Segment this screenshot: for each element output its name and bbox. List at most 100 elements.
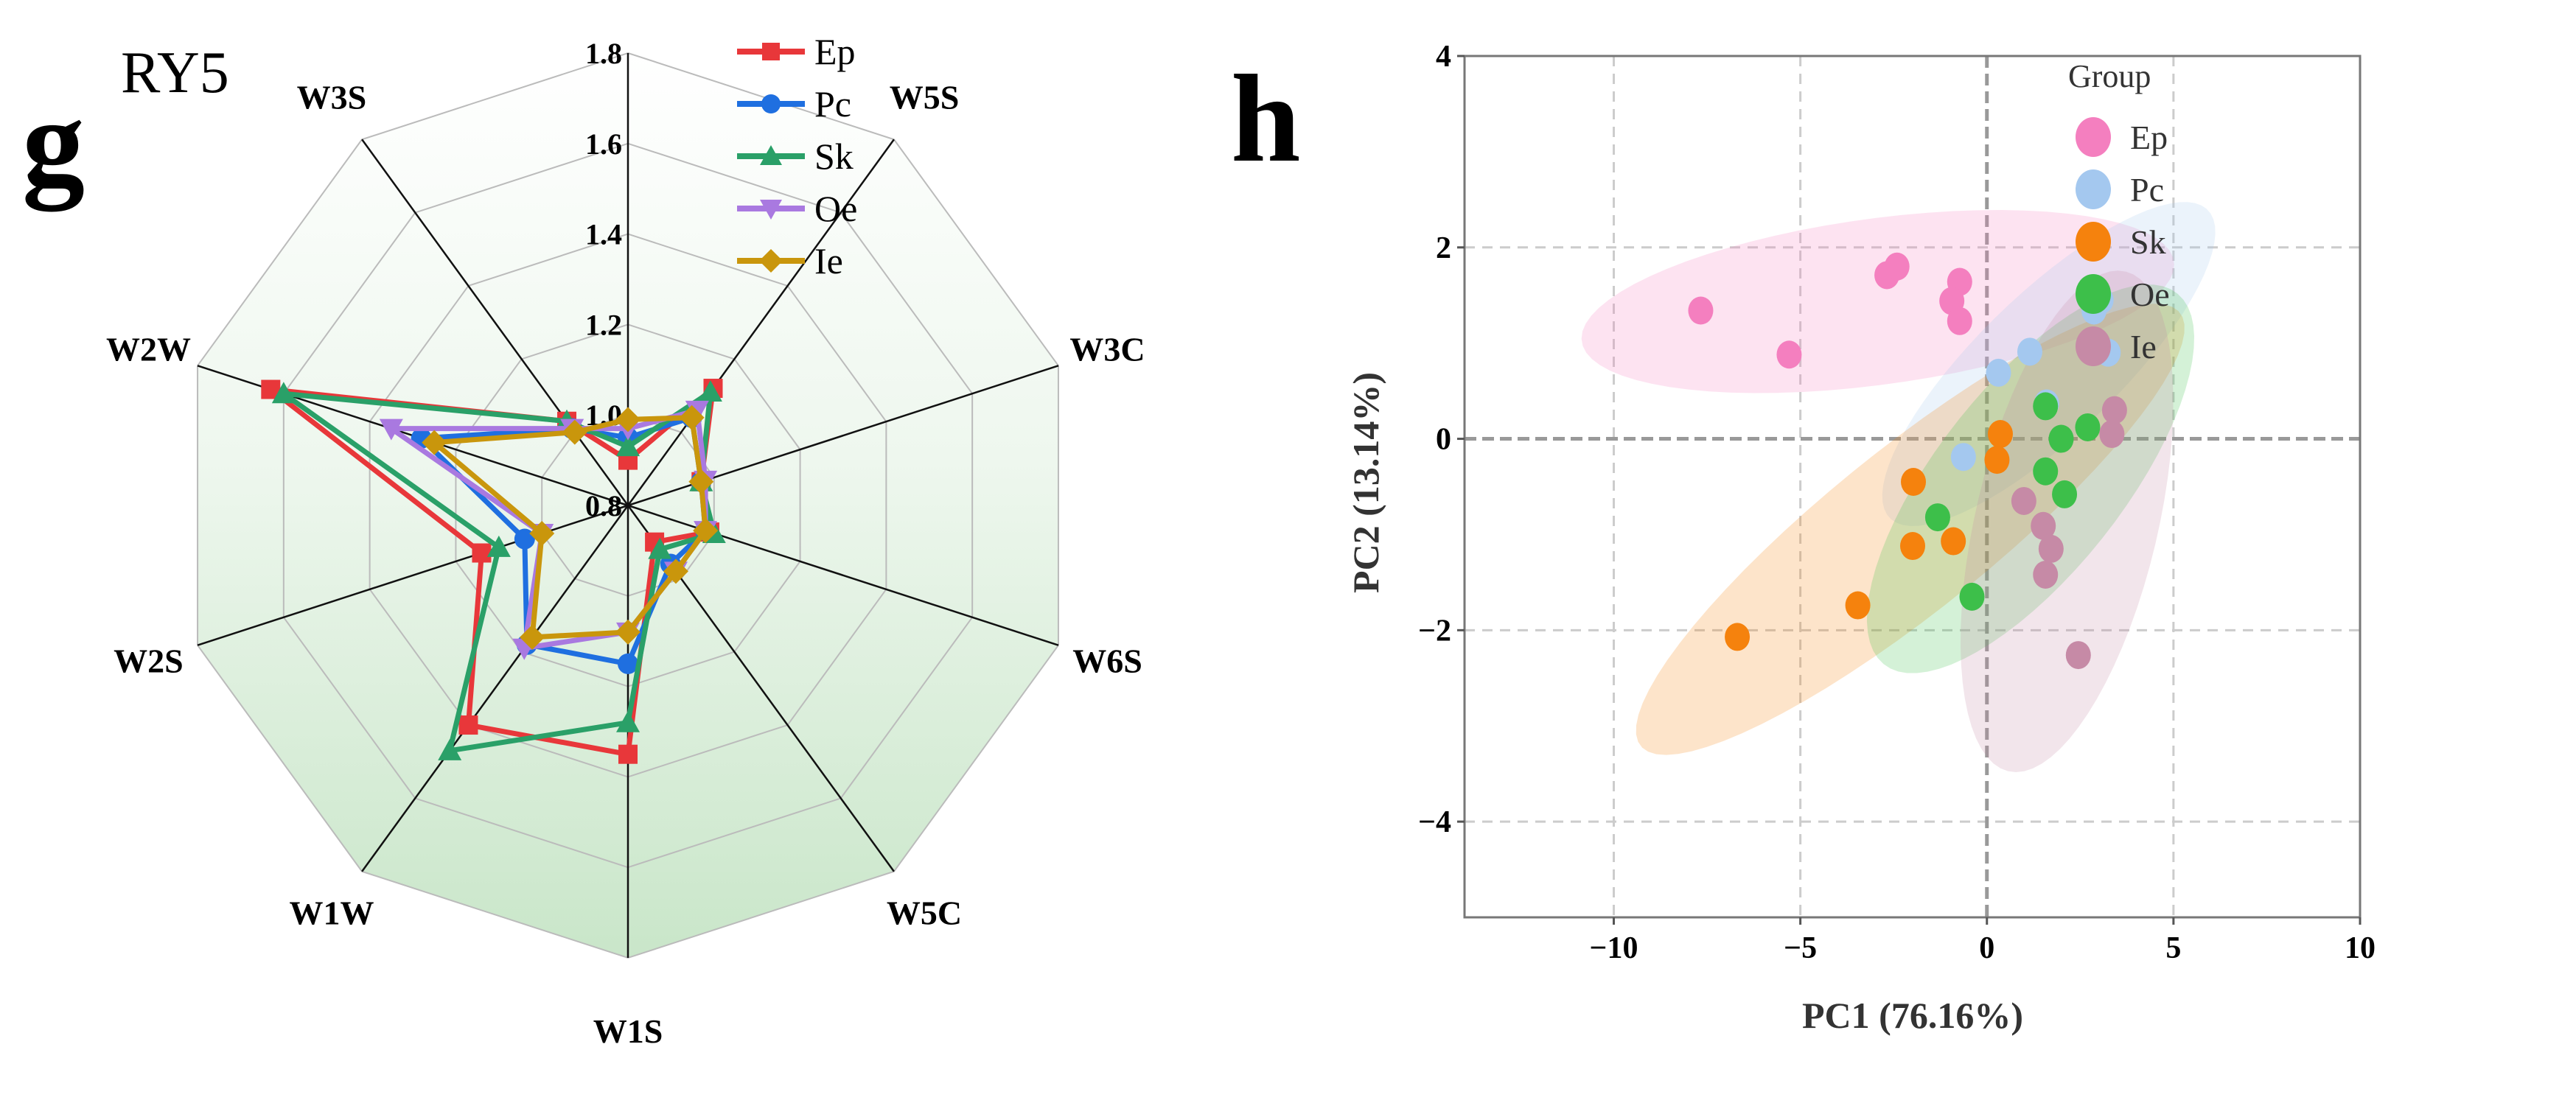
y-tick-label: −2 xyxy=(1418,614,1451,648)
legend-item-sk: Sk xyxy=(2076,222,2166,262)
x-tick-label: 0 xyxy=(1979,931,1994,965)
data-point xyxy=(2101,396,2127,424)
radar-legend: Ep Pc Sk Oe Ie xyxy=(737,31,857,281)
data-point xyxy=(2099,420,2125,449)
x-tick-label: 10 xyxy=(2345,931,2376,965)
legend-item-oe: Oe xyxy=(2076,274,2170,314)
triangle-up-marker-icon xyxy=(616,710,640,732)
diamond-marker-icon xyxy=(529,520,555,546)
legend-label: Sk xyxy=(2130,223,2166,261)
radar-axis-label: W2S xyxy=(114,642,184,679)
legend-label: Oe xyxy=(2130,276,2170,313)
radar-spoke xyxy=(626,139,895,506)
legend-label: Oe xyxy=(814,188,857,229)
legend-item-oe: Oe xyxy=(737,188,857,229)
points-ie xyxy=(2011,396,2127,670)
radar-grid: W1CW5SW3CW6SW5CW1SW1WW2SW2WW3S0.81.01.21… xyxy=(106,0,1145,1050)
radar-spoke xyxy=(197,504,629,646)
data-point xyxy=(1725,623,1751,651)
legend-label: Ep xyxy=(2130,119,2168,156)
data-point xyxy=(1900,532,1926,561)
radar-axis-label: W3C xyxy=(1069,331,1145,368)
confidence-ellipses xyxy=(1581,202,2216,773)
data-point xyxy=(1688,296,1714,325)
square-marker-icon xyxy=(472,543,492,563)
triangle-up-marker-icon xyxy=(486,535,511,557)
legend-swatch xyxy=(2076,274,2111,314)
radar-axis-label: W1S xyxy=(593,1012,663,1050)
data-point xyxy=(1986,358,2011,387)
data-point xyxy=(1947,307,1972,335)
legend-label: Pc xyxy=(814,83,851,125)
data-point xyxy=(1776,340,1802,369)
diamond-marker-icon xyxy=(520,624,545,650)
panel-label-h: h xyxy=(1231,49,1301,188)
triangle-up-marker-icon xyxy=(616,435,640,457)
ellipse-ie xyxy=(1961,270,2174,773)
legend-label: Ie xyxy=(814,240,843,281)
diamond-marker-icon xyxy=(663,558,688,584)
legend-item-sk: Sk xyxy=(737,136,854,177)
radar-axis-label: W6S xyxy=(1072,642,1142,679)
ellipse-oe xyxy=(1866,284,2195,673)
legend-swatch xyxy=(2076,326,2111,366)
x-tick-label: −10 xyxy=(1590,931,1638,965)
data-point xyxy=(2033,392,2059,421)
data-point xyxy=(2065,641,2091,670)
y-tick-label: 4 xyxy=(1436,40,1451,74)
data-point xyxy=(1845,591,1871,620)
legend-swatch xyxy=(2076,169,2111,209)
legend-item-ep: Ep xyxy=(2076,117,2168,157)
legend-item-ie: Ie xyxy=(2076,326,2157,366)
y-tick-label: −4 xyxy=(1418,805,1451,839)
legend-item-pc: Pc xyxy=(2076,169,2164,209)
legend-item-ep: Ep xyxy=(737,31,856,72)
radar-tick-label: 1.2 xyxy=(585,308,622,341)
radar-tick-label: 1.4 xyxy=(585,218,622,251)
scatter-legend: Group Ep Pc Sk Oe Ie xyxy=(2068,58,2170,366)
radar-axis-label: W5S xyxy=(890,79,960,116)
diamond-marker-icon xyxy=(422,430,447,455)
diamond-marker-icon xyxy=(562,419,587,445)
legend-swatch xyxy=(2076,117,2111,157)
radar-tick-label: 1.6 xyxy=(585,127,622,161)
circle-marker-icon xyxy=(618,653,638,674)
plot-frame xyxy=(1463,55,2362,919)
triangle-up-marker-icon xyxy=(271,382,296,404)
radar-axis-label: W2W xyxy=(106,331,191,368)
data-point xyxy=(2017,337,2042,366)
radar-series-ie xyxy=(422,405,719,650)
x-axis-title: PC1 (76.16%) xyxy=(1802,995,2023,1036)
radar-spoke xyxy=(361,139,629,506)
radar-axis-label: W1W xyxy=(289,894,374,931)
radar-series xyxy=(261,379,726,764)
triangle-down-marker-icon xyxy=(379,419,403,441)
y-axis-title: PC2 (13.14%) xyxy=(1345,372,1386,593)
points-oe xyxy=(1924,392,2101,611)
diamond-marker-icon xyxy=(759,249,783,273)
legend-label: Pc xyxy=(2130,171,2164,209)
panel-label-g: g xyxy=(22,73,85,211)
triangle-down-marker-icon xyxy=(760,200,782,220)
square-marker-icon xyxy=(618,744,638,764)
triangle-up-marker-icon xyxy=(760,145,782,165)
triangle-up-marker-icon xyxy=(698,380,722,402)
circle-marker-icon xyxy=(761,94,781,113)
y-tick-label: 2 xyxy=(1436,231,1451,265)
x-tick-label: 5 xyxy=(2165,931,2181,965)
radar-tick-label: 1.8 xyxy=(585,37,622,70)
data-point xyxy=(1924,503,1950,532)
data-point xyxy=(2031,511,2056,540)
data-point xyxy=(2075,413,2101,441)
triangle-up-marker-icon xyxy=(438,738,462,760)
data-point xyxy=(1984,446,2010,475)
legend-label: Sk xyxy=(814,136,854,177)
diamond-marker-icon xyxy=(615,619,640,645)
square-marker-icon xyxy=(458,715,478,735)
legend-item-ie: Ie xyxy=(737,240,843,281)
data-point xyxy=(2033,457,2059,486)
legend-swatch xyxy=(2076,222,2111,262)
data-point xyxy=(2038,534,2064,563)
legend-title: Group xyxy=(2068,58,2151,94)
